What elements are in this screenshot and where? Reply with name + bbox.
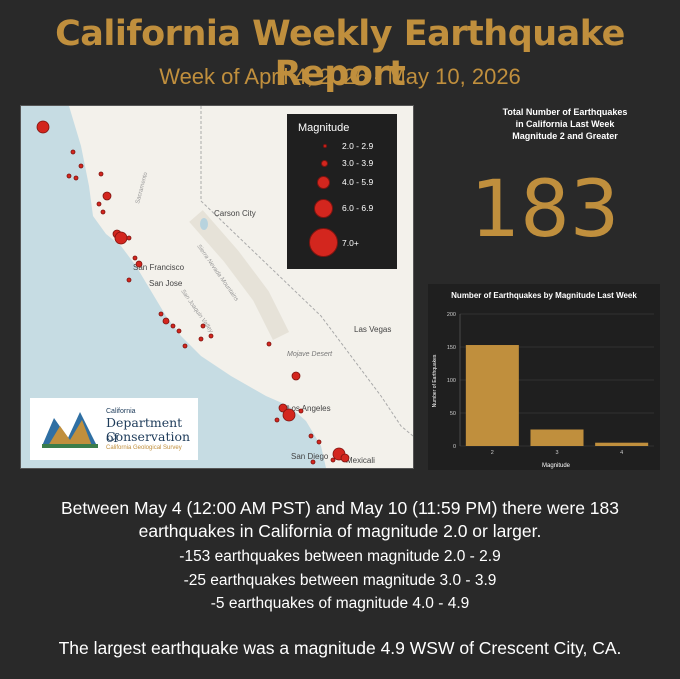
y-tick-label: 100 <box>447 378 456 384</box>
total-value: 183 <box>470 165 620 255</box>
earthquake-marker <box>36 120 50 134</box>
logo-line2: Conservation <box>106 429 191 444</box>
legend-dot <box>317 176 330 189</box>
place-label: San Diego <box>291 452 329 461</box>
earthquake-marker <box>176 328 182 334</box>
earthquake-marker <box>126 235 132 241</box>
earthquake-marker <box>198 336 204 342</box>
y-tick-label: 0 <box>453 444 456 450</box>
legend-dot <box>314 199 333 218</box>
chart-xlabel: Magnitude <box>542 463 571 469</box>
earthquake-marker <box>208 333 214 339</box>
earthquake-marker <box>100 209 106 215</box>
y-tick-label: 50 <box>450 411 456 417</box>
logo-line3: California Geological Survey <box>106 445 182 451</box>
summary-line: -153 earthquakes between magnitude 2.0 -… <box>179 548 501 565</box>
legend-dot <box>321 160 328 167</box>
legend-label: 4.0 - 5.9 <box>342 177 374 187</box>
summary-line: The largest earthquake was a magnitude 4… <box>58 638 622 658</box>
x-tick-label: 2 <box>491 450 494 456</box>
earthquake-marker <box>291 371 301 381</box>
total-label-line: Magnitude 2 and Greater <box>512 131 618 141</box>
place-label: San Francisco <box>133 263 185 272</box>
earthquake-marker <box>98 171 104 177</box>
legend-label: 7.0+ <box>342 238 359 248</box>
x-tick-label: 3 <box>555 450 558 456</box>
earthquake-marker <box>274 417 280 423</box>
magnitude-bar-chart: Number of Earthquakes by Magnitude Last … <box>432 291 654 469</box>
earthquake-marker <box>114 231 128 245</box>
earthquake-marker <box>135 260 143 268</box>
earthquake-marker <box>132 255 138 261</box>
earthquake-marker <box>102 191 112 201</box>
legend-label: 3.0 - 3.9 <box>342 158 374 168</box>
map-legend: Magnitude 2.0 - 2.9 3.0 - 3.9 4.0 - 5.9 … <box>287 114 397 269</box>
legend-dot <box>309 228 338 257</box>
logo-line1: Department of <box>106 415 183 445</box>
total-label-line: Total Number of Earthquakes <box>502 107 628 117</box>
earthquake-marker <box>282 408 296 422</box>
total-label-line: in California Last Week <box>515 119 615 129</box>
place-label: Mexicali <box>346 456 375 465</box>
earthquake-marker <box>96 201 102 207</box>
earthquake-marker <box>298 408 304 414</box>
chart-title: Number of Earthquakes by Magnitude Last … <box>451 291 637 300</box>
earthquake-marker <box>330 457 336 463</box>
magnitude-chart-panel: Number of Earthquakes by Magnitude Last … <box>428 284 660 470</box>
summary-line: -5 earthquakes of magnitude 4.0 - 4.9 <box>210 595 470 612</box>
chart-bar <box>465 345 519 446</box>
earthquake-marker <box>200 323 206 329</box>
place-label: San Jose <box>149 279 183 288</box>
legend-label: 2.0 - 2.9 <box>342 141 374 151</box>
earthquake-marker <box>162 317 170 325</box>
summary-line: -25 earthquakes between magnitude 3.0 - … <box>183 572 497 589</box>
summary-line: earthquakes in California of magnitude 2… <box>138 521 542 541</box>
earthquake-marker <box>66 173 72 179</box>
earthquake-marker <box>70 149 76 155</box>
chart-bar <box>595 442 649 446</box>
earthquake-marker <box>340 453 350 463</box>
earthquake-marker <box>308 433 314 439</box>
report-subtitle: Week of April 4, 2026 - May 10, 2026 <box>159 64 521 89</box>
earthquake-marker <box>158 311 164 317</box>
y-tick-label: 200 <box>447 312 456 318</box>
logo-state: California <box>106 408 136 415</box>
earthquake-marker <box>266 341 272 347</box>
place-label: Carson City <box>214 209 256 218</box>
earthquake-marker <box>78 163 84 169</box>
earthquake-marker <box>73 175 79 181</box>
earthquake-marker <box>316 439 322 445</box>
legend-title: Magnitude <box>298 122 350 134</box>
x-tick-label: 4 <box>620 450 623 456</box>
chart-ylabel: Number of Earthquakes <box>432 354 438 407</box>
report-title: California Weekly Earthquake Report <box>55 14 625 94</box>
earthquake-marker <box>182 343 188 349</box>
y-tick-label: 150 <box>447 345 456 351</box>
place-label: Los Angeles <box>287 404 331 413</box>
earthquake-marker <box>126 277 132 283</box>
earthquake-marker <box>310 459 316 465</box>
total-label: Total Number of Earthquakes in Californi… <box>470 106 660 142</box>
summary-line: Between May 4 (12:00 AM PST) and May 10 … <box>60 498 619 518</box>
legend-dot <box>323 144 327 148</box>
chart-bar <box>530 429 584 446</box>
earthquake-marker <box>170 323 176 329</box>
earthquake-marker <box>278 403 288 413</box>
department-logo: California Department of Conservation Ca… <box>30 398 198 460</box>
earthquake-markers <box>36 120 350 465</box>
place-label: Mojave Desert <box>287 351 333 358</box>
legend-label: 6.0 - 6.9 <box>342 203 374 213</box>
logo-emblem-icon <box>42 412 98 448</box>
place-label: Las Vegas <box>354 325 391 334</box>
